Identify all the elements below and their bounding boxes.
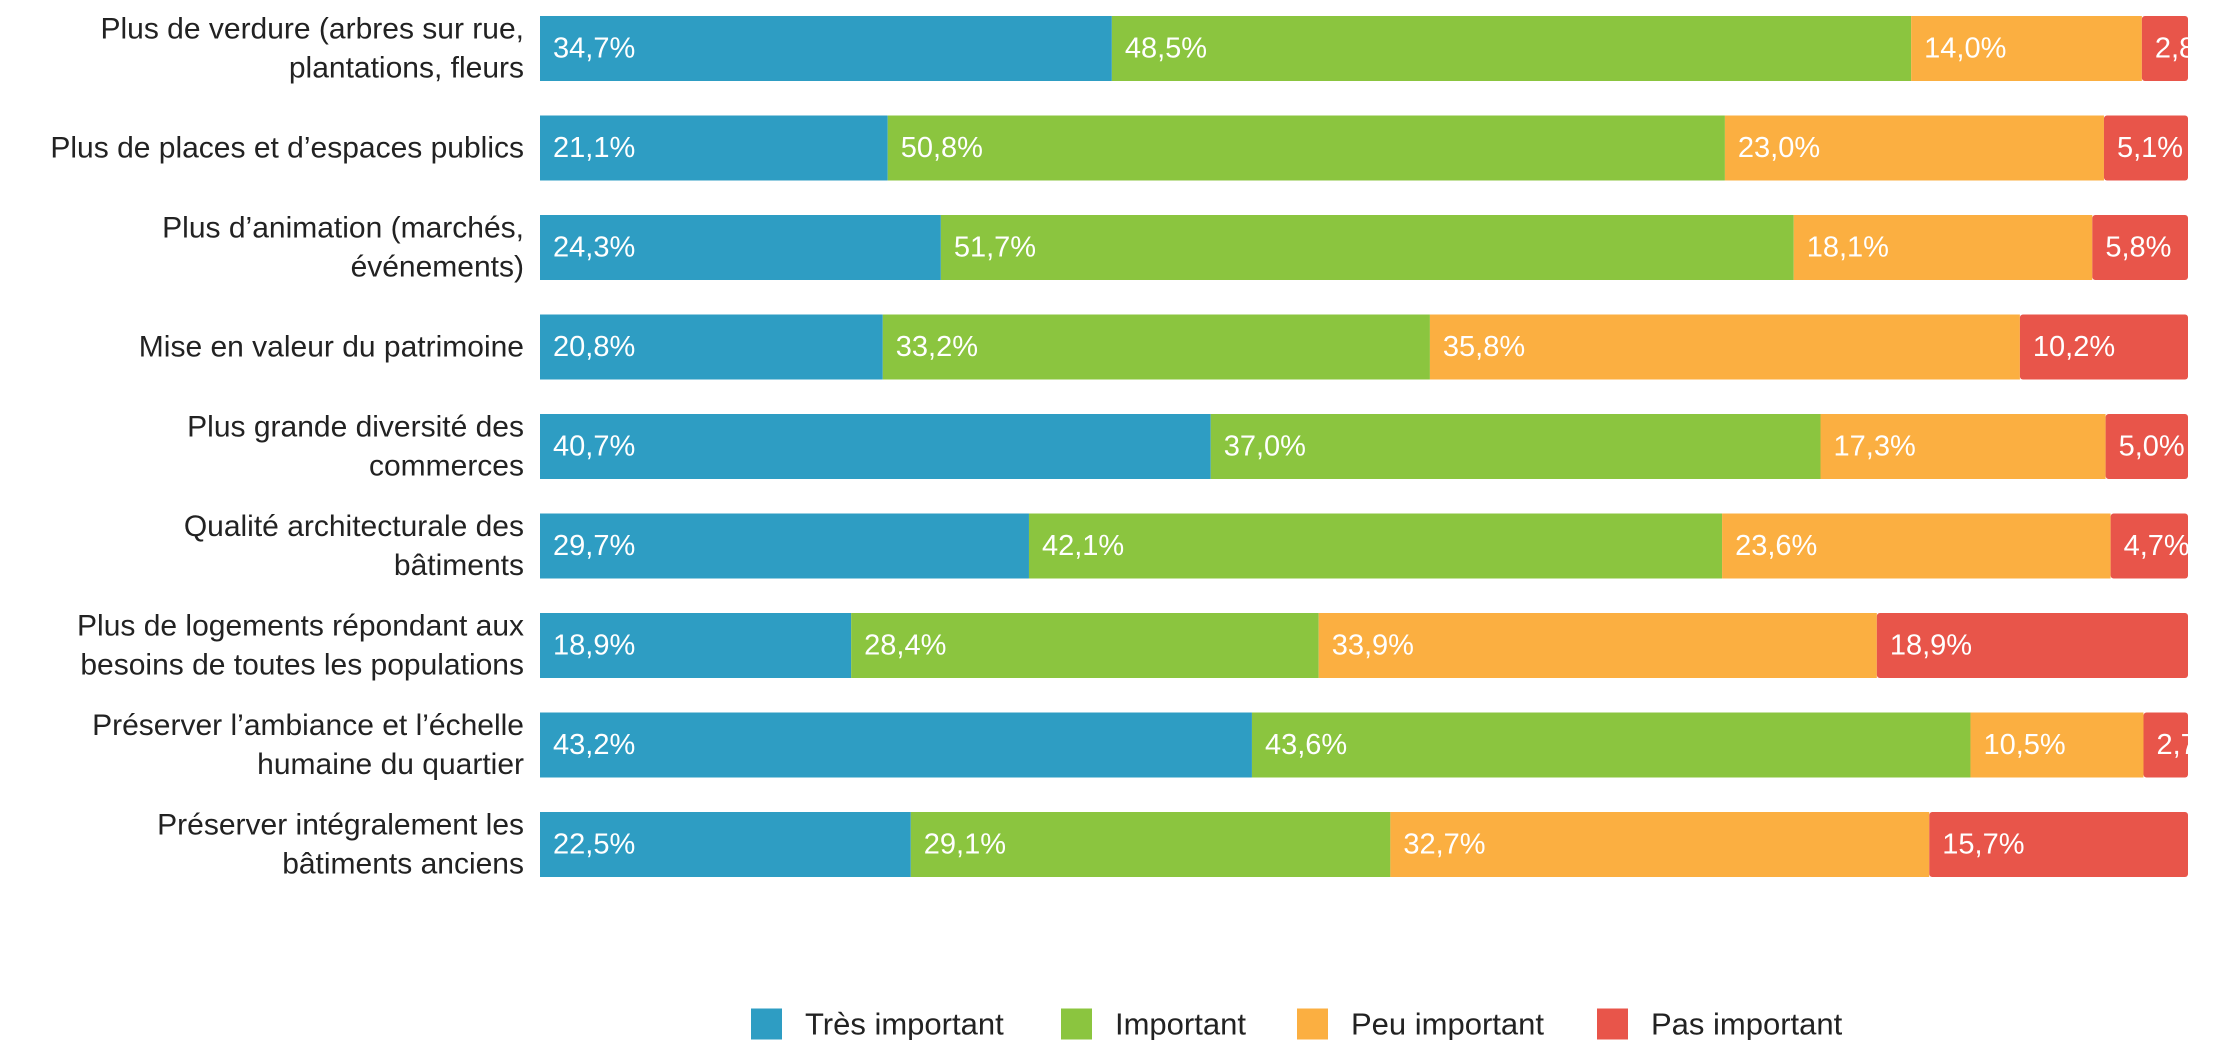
- value-label-7-4: 18,9%: [1890, 630, 1972, 662]
- legend: Très important Important Peu important Pas …: [751, 1007, 1843, 1042]
- bar-segment-8-1: [540, 712, 1252, 778]
- legend-label-4: Pas important: [1651, 1007, 1843, 1041]
- category-label-1: Plus de verdure (arbres sur rue, plantati…: [100, 13, 524, 85]
- value-label-5-4: 5,0%: [2119, 431, 2185, 463]
- value-label-7-2: 28,4%: [864, 630, 946, 662]
- bar-segment-6-4: [2110, 513, 2188, 579]
- category-labels: Plus de verdure (arbres sur rue, plantati…: [50, 13, 524, 881]
- category-label-7: Plus de logements répondant aux besoins d…: [77, 610, 524, 682]
- value-label-6-4: 4,7%: [2124, 530, 2190, 562]
- bar-segment-3-1: [540, 215, 941, 280]
- bar-segment-4-4: [2019, 314, 2188, 380]
- value-label-6-3: 23,6%: [1735, 530, 1817, 562]
- bar-segment-7-1: [540, 613, 852, 678]
- bar-segment-1-3: [1911, 16, 2142, 81]
- legend-swatch-1: [751, 1008, 782, 1040]
- value-label-4-3: 35,8%: [1443, 331, 1525, 363]
- bar-segment-1-2: [1111, 16, 1912, 81]
- value-label-2-1: 21,1%: [553, 132, 635, 164]
- bar-segment-8-4: [2143, 712, 2188, 778]
- value-label-7-3: 33,9%: [1332, 630, 1414, 662]
- bar-segment-2-1: [540, 115, 888, 181]
- bar-segment-5-3: [1820, 414, 2106, 479]
- value-label-2-4: 5,1%: [2117, 132, 2183, 164]
- value-label-4-2: 33,2%: [896, 331, 978, 363]
- bar-segment-9-2: [910, 812, 1391, 877]
- value-label-4-1: 20,8%: [553, 331, 635, 363]
- value-label-7-1: 18,9%: [553, 630, 635, 662]
- bar-segment-7-2: [851, 613, 1319, 678]
- bars-layer: [540, 16, 2188, 877]
- category-label-5: Plus grande diversité des commerces: [187, 411, 524, 483]
- bar-segment-3-3: [1793, 215, 2093, 280]
- value-label-6-1: 29,7%: [553, 530, 635, 562]
- value-label-5-3: 17,3%: [1834, 431, 1916, 463]
- category-label-3: Plus d’animation (marchés, événements): [162, 212, 524, 284]
- bar-segment-3-2: [940, 215, 1794, 280]
- bar-segment-1-1: [540, 16, 1112, 81]
- value-label-3-2: 51,7%: [954, 232, 1036, 264]
- bar-segment-2-2: [887, 115, 1725, 181]
- value-label-1-3: 14,0%: [1924, 33, 2006, 65]
- bar-segment-7-4: [1876, 613, 2188, 678]
- value-label-2-3: 23,0%: [1738, 132, 1820, 164]
- legend-label-3: Peu important: [1351, 1007, 1544, 1041]
- value-label-4-4: 10,2%: [2033, 331, 2115, 363]
- legend-swatch-3: [1297, 1008, 1328, 1040]
- bar-segment-9-3: [1390, 812, 1930, 877]
- value-label-9-2: 29,1%: [924, 829, 1006, 861]
- legend-label-1: Très important: [805, 1007, 1004, 1041]
- bar-segment-7-3: [1318, 613, 1877, 678]
- value-label-1-1: 34,7%: [553, 33, 635, 65]
- category-label-9: Préserver intégralement les bâtiments anc…: [157, 809, 524, 881]
- value-label-5-2: 37,0%: [1224, 431, 1306, 463]
- bar-segment-6-3: [1722, 513, 2111, 579]
- bar-segment-4-1: [540, 314, 883, 380]
- value-label-1-2: 48,5%: [1125, 33, 1207, 65]
- value-labels: 34,7% 48,5% 14,0% 2,8% 21,1% 50,8% 23,0% 5,1% 24…: [553, 33, 2223, 861]
- value-label-3-1: 24,3%: [553, 232, 635, 264]
- bar-segment-5-1: [540, 414, 1211, 479]
- bar-segment-8-2: [1251, 712, 1971, 778]
- bar-segment-6-1: [540, 513, 1029, 579]
- category-label-8: Préserver l’ambiance et l’échelle humaine…: [92, 709, 524, 781]
- value-label-8-4: 2,7%: [2157, 729, 2223, 761]
- value-label-9-4: 15,7%: [1942, 829, 2024, 861]
- bar-segment-3-4: [2092, 215, 2188, 280]
- value-label-8-3: 10,5%: [1983, 729, 2065, 761]
- category-label-6: Qualité architecturale des bâtiments: [184, 510, 524, 582]
- bar-segment-8-3: [1970, 712, 2144, 778]
- value-label-9-1: 22,5%: [553, 829, 635, 861]
- bar-segment-4-3: [1429, 314, 2020, 380]
- value-label-5-1: 40,7%: [553, 431, 635, 463]
- legend-label-2: Important: [1115, 1007, 1246, 1041]
- bar-segment-6-2: [1028, 513, 1723, 579]
- value-label-2-2: 50,8%: [901, 132, 983, 164]
- category-label-2: Plus de places et d’espaces publics: [50, 132, 524, 165]
- bar-segment-9-4: [1929, 812, 2188, 877]
- category-label-4: Mise en valeur du patrimoine: [139, 331, 524, 364]
- bar-segment-1-4: [2141, 16, 2188, 81]
- value-label-3-3: 18,1%: [1807, 232, 1889, 264]
- value-label-1-4: 2,8%: [2155, 33, 2221, 65]
- bar-segment-2-4: [2103, 115, 2188, 181]
- bar-segment-5-2: [1210, 414, 1821, 479]
- bar-segment-9-1: [540, 812, 911, 877]
- value-label-8-2: 43,6%: [1265, 729, 1347, 761]
- legend-swatch-2: [1061, 1008, 1092, 1040]
- value-label-9-3: 32,7%: [1403, 829, 1485, 861]
- bar-segment-2-3: [1724, 115, 2104, 181]
- value-label-8-1: 43,2%: [553, 729, 635, 761]
- bar-segment-5-4: [2105, 414, 2188, 479]
- value-label-3-4: 5,8%: [2105, 232, 2171, 264]
- value-label-6-2: 42,1%: [1042, 530, 1124, 562]
- bar-segment-4-2: [882, 314, 1430, 380]
- legend-swatch-4: [1597, 1008, 1628, 1040]
